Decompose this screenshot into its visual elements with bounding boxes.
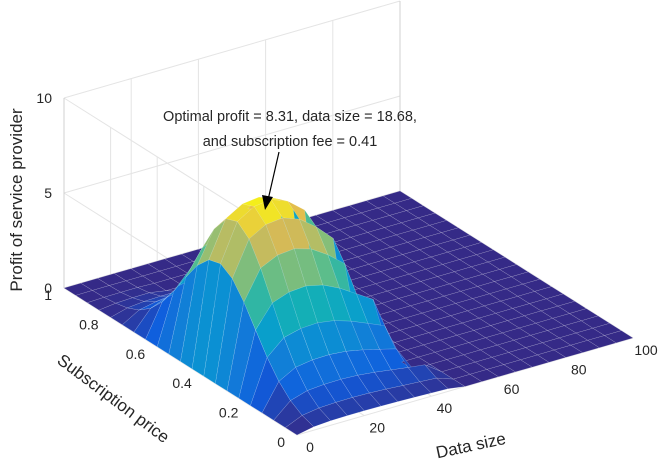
y-tick-label: 0.2 <box>219 405 239 421</box>
x-axis-label: Data size <box>434 429 507 462</box>
y-tick-label: 0.4 <box>172 375 192 391</box>
z-tick-label: 10 <box>36 90 52 106</box>
annotation-line-2: and subscription fee = 0.41 <box>203 134 378 150</box>
surface <box>64 191 633 435</box>
y-axis-label: Subscription price <box>54 350 173 446</box>
annotation-line-1: Optimal profit = 8.31, data size = 18.68… <box>163 109 417 125</box>
y-tick-label: 1 <box>44 287 52 303</box>
x-tick-label: 100 <box>634 342 658 358</box>
gridline <box>64 1 400 98</box>
x-tick-label: 40 <box>437 400 453 416</box>
x-tick-label: 60 <box>504 381 520 397</box>
y-tick-label: 0.8 <box>79 316 99 332</box>
x-tick-label: 0 <box>306 439 314 455</box>
y-tick-label: 0 <box>277 434 285 450</box>
y-tick-label: 0.6 <box>126 346 146 362</box>
z-axis-label: Profit of service provider <box>7 108 26 292</box>
x-tick-label: 20 <box>369 420 385 436</box>
z-tick-label: 5 <box>44 185 52 201</box>
x-tick-label: 80 <box>571 361 587 377</box>
